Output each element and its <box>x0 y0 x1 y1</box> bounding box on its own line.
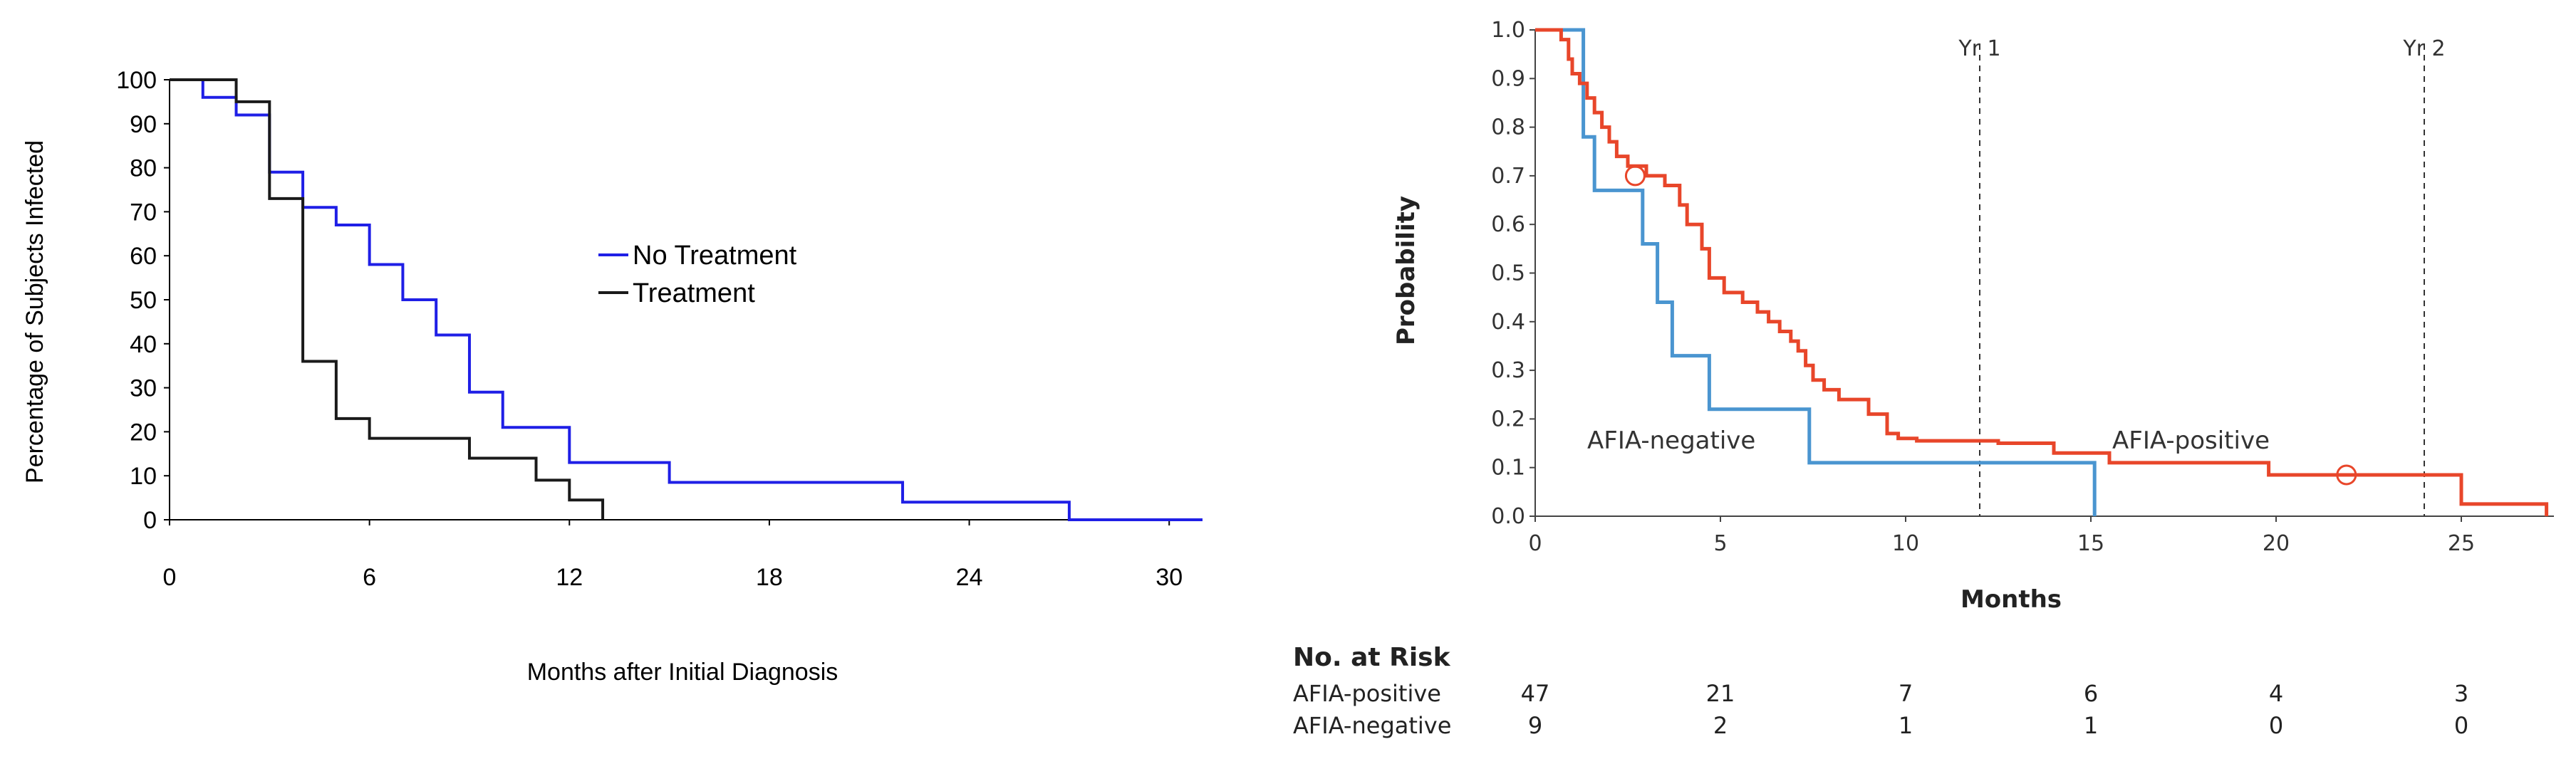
risk-value-afia-positive-2: 7 <box>1899 680 1913 707</box>
risk-value-afia-negative-1: 2 <box>1713 712 1728 739</box>
risk-value-afia-positive-5: 3 <box>2454 680 2468 707</box>
left-x-tick-label-18: 18 <box>756 564 783 591</box>
legend-label-no-treatment: No Treatment <box>633 241 797 271</box>
left-y-tick-label-80: 80 <box>130 155 157 182</box>
risk-value-afia-positive-3: 6 <box>2084 680 2098 707</box>
right-y-tick-label-0-4: 0.4 <box>1491 310 1525 335</box>
right-x-tick-label-0: 0 <box>1528 531 1542 556</box>
risk-value-afia-negative-4: 0 <box>2269 712 2283 739</box>
risk-table-values: 47 21 7 6 4 39 2 1 1 0 0 <box>1521 680 2469 739</box>
right-y-tick-label-0-8: 0.8 <box>1491 115 1525 140</box>
left-legend: No Treatment Treatment <box>598 241 797 308</box>
right-y-tick-label-0-3: 0.3 <box>1491 358 1525 383</box>
left-chart: Percentage of Subjects Infected Months a… <box>21 67 1203 686</box>
left-y-tick-label-60: 60 <box>130 243 157 270</box>
left-x-tick-label-6: 6 <box>363 564 376 591</box>
risk-value-afia-negative-0: 9 <box>1528 712 1542 739</box>
reference-label-yr-1: Yr 1 <box>1958 36 2000 61</box>
risk-value-afia-negative-5: 0 <box>2454 712 2468 739</box>
right-x-tick-label-20: 20 <box>2263 531 2290 556</box>
left-y-tick-label-20: 20 <box>130 419 157 446</box>
right-y-ticks: 0.0 0.1 0.2 0.3 0.4 0.5 0.6 0.7 0.8 0.9 1.0 <box>1491 18 1535 529</box>
risk-row-label-afia-positive: AFIA-positive <box>1293 680 1441 707</box>
right-y-tick-label-0-0: 0.0 <box>1491 504 1525 529</box>
right-y-tick-label-0-2: 0.2 <box>1491 407 1525 431</box>
right-series-line-afia-positive <box>1535 28 2549 516</box>
risk-value-afia-positive-4: 4 <box>2269 680 2283 707</box>
risk-value-afia-negative-2: 1 <box>1899 712 1913 739</box>
left-series-line-treatment <box>170 78 605 520</box>
right-x-tick-label-15: 15 <box>2077 531 2104 556</box>
risk-value-afia-positive-0: 47 <box>1521 680 1550 707</box>
right-x-tick-label-25: 25 <box>2448 531 2475 556</box>
right-series-group <box>1535 28 2549 516</box>
left-series-group <box>170 78 1203 521</box>
right-x-tick-label-10: 10 <box>1892 531 1919 556</box>
risk-row-label-afia-negative: AFIA-negative <box>1293 712 1451 739</box>
right-y-axis-title: Probability <box>1392 196 1421 345</box>
left-y-tick-label-50: 50 <box>130 287 157 314</box>
risk-value-afia-negative-3: 1 <box>2084 712 2098 739</box>
risk-table-title: No. at Risk <box>1293 643 1451 672</box>
left-y-tick-label-100: 100 <box>116 67 157 94</box>
left-y-tick-label-30: 30 <box>130 375 157 402</box>
censor-mark-2 <box>2336 464 2357 486</box>
left-y-tick-label-90: 90 <box>130 111 157 138</box>
left-x-tick-label-0: 0 <box>163 564 177 591</box>
risk-table: No. at Risk AFIA-positive AFIA-negative … <box>1293 643 2468 739</box>
left-y-tick-label-70: 70 <box>130 199 157 226</box>
right-y-tick-label-1-0: 1.0 <box>1491 18 1525 43</box>
right-y-tick-label-0-7: 0.7 <box>1491 164 1525 189</box>
censor-mark-1 <box>1624 165 1646 187</box>
left-y-ticks: 0 10 20 30 40 50 60 70 80 90 100 <box>116 67 170 534</box>
left-x-ticks: 0 6 12 18 24 30 <box>163 520 1183 591</box>
left-x-tick-label-24: 24 <box>956 564 983 591</box>
left-y-tick-label-40: 40 <box>130 331 157 358</box>
reference-label-yr-2: Yr 2 <box>2402 36 2445 61</box>
left-x-axis-title: Months after Initial Diagnosis <box>527 659 838 686</box>
right-y-tick-label-0-6: 0.6 <box>1491 212 1525 237</box>
right-x-axis-title: Months <box>1960 585 2062 614</box>
right-chart: Probability Months 0.0 0.1 0.2 0.3 0.4 0.5 0.6… <box>1293 18 2554 739</box>
right-censor-marks <box>1624 165 2357 486</box>
legend-label-treatment: Treatment <box>633 278 755 308</box>
risk-value-afia-positive-1: 21 <box>1706 680 1735 707</box>
right-x-ticks: 0 5 10 15 20 25 <box>1528 516 2475 556</box>
right-y-tick-label-0-9: 0.9 <box>1491 66 1525 91</box>
left-y-tick-label-10: 10 <box>130 463 157 490</box>
right-x-tick-label-5: 5 <box>1713 531 1727 556</box>
annotation-afia-positive: AFIA-positive <box>2112 426 2270 455</box>
left-x-tick-label-12: 12 <box>556 564 583 591</box>
right-y-tick-label-0-5: 0.5 <box>1491 261 1525 286</box>
left-x-tick-label-30: 30 <box>1155 564 1183 591</box>
left-y-axis-title: Percentage of Subjects Infected <box>21 140 48 483</box>
left-y-tick-label-0: 0 <box>143 507 157 534</box>
right-series-line-afia-negative <box>1535 28 2097 516</box>
right-y-tick-label-0-1: 0.1 <box>1491 456 1525 481</box>
left-series-line-no-treatment <box>170 78 1203 521</box>
annotation-afia-negative: AFIA-negative <box>1587 426 1755 455</box>
right-reference-lines: Yr 1 Yr 2 <box>1958 36 2446 516</box>
